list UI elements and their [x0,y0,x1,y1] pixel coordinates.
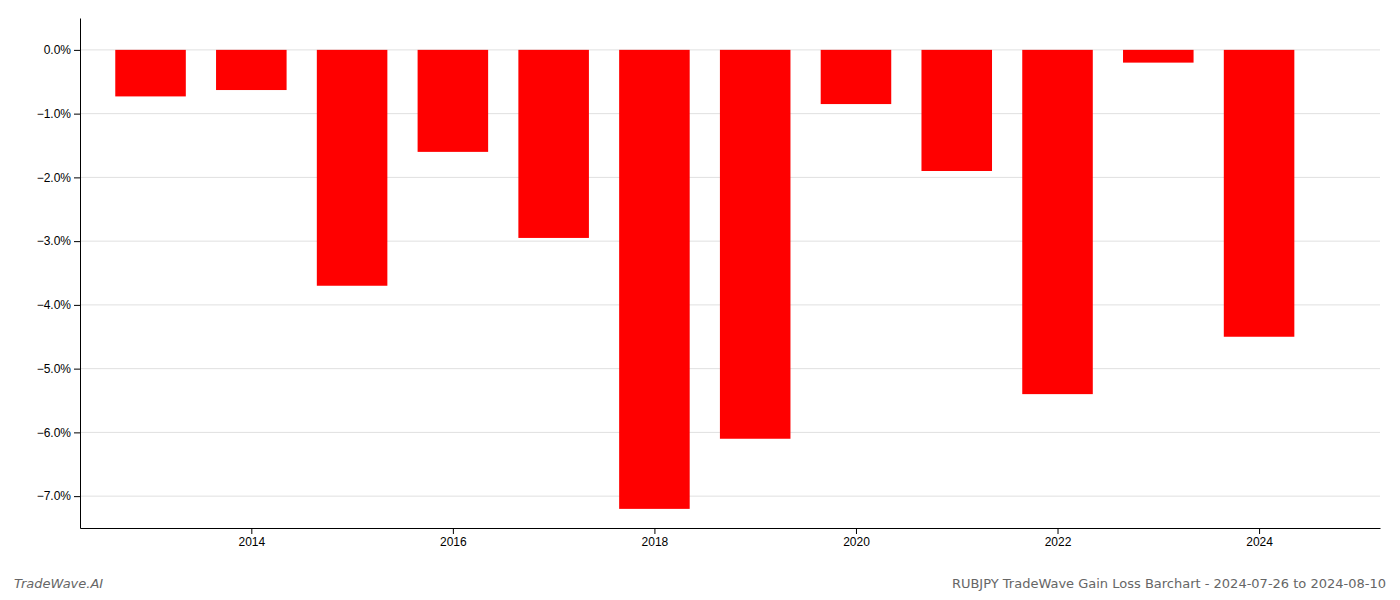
y-tick-mark [74,50,80,51]
y-tick: −3.0% [37,234,80,248]
grid-line [80,496,1380,497]
x-tick-label: 2018 [642,535,669,549]
chart: −7.0% −6.0% −5.0% −4.0% −3.0% −2.0% −1.0% 0.0% 2… [0,0,1400,600]
bar [1224,50,1295,337]
x-axis: 2014 2016 2018 2020 2022 2024 [81,528,1381,549]
y-tick-mark [74,432,80,433]
grid [80,50,1380,496]
y-tick: −4.0% [37,298,80,312]
x-tick-label: 2022 [1045,535,1072,549]
y-tick-mark [74,496,80,497]
plot-area: −7.0% −6.0% −5.0% −4.0% −3.0% −2.0% −1.0% 0.0% 2… [37,19,1381,549]
x-tick-mark [251,528,252,534]
bar [720,50,791,439]
bar [115,50,186,97]
y-tick: −6.0% [37,426,80,440]
y-tick-mark [74,305,80,306]
y-tick: −1.0% [37,107,80,121]
y-axis-line [80,19,81,529]
y-tick: −5.0% [37,362,80,376]
y-tick-mark [74,177,80,178]
y-tick-label: −4.0% [37,298,72,312]
y-tick-label: −7.0% [37,489,72,503]
x-tick-mark [856,528,857,534]
y-tick-label: 0.0% [44,43,72,57]
x-tick: 2014 [238,528,265,549]
bar [216,50,287,90]
x-axis-line [81,528,1381,529]
y-tick-label: −6.0% [37,426,72,440]
title: RUBJPY TradeWave Gain Loss Barchart - 20… [952,576,1386,591]
x-tick-mark [1259,528,1260,534]
y-tick-mark [74,369,80,370]
y-tick: −2.0% [37,171,80,185]
x-tick-label: 2014 [238,535,265,549]
bar [518,50,589,238]
bar [317,50,388,286]
watermark: TradeWave.AI [14,576,103,591]
y-tick: −7.0% [37,489,80,503]
y-tick-mark [74,241,80,242]
x-tick: 2022 [1045,528,1072,549]
bars [115,50,1294,509]
bar [821,50,892,104]
bar [418,50,489,152]
y-tick-mark [74,114,80,115]
x-tick: 2024 [1246,528,1273,549]
y-tick-label: −2.0% [37,171,72,185]
y-tick-label: −5.0% [37,362,72,376]
y-tick-label: −3.0% [37,234,72,248]
bar [619,50,690,509]
x-tick: 2020 [843,528,870,549]
x-tick: 2018 [642,528,669,549]
y-tick-label: −1.0% [37,107,72,121]
x-tick-mark [1058,528,1059,534]
x-tick-label: 2016 [440,535,467,549]
x-tick-label: 2020 [843,535,870,549]
x-tick-mark [654,528,655,534]
x-tick-mark [453,528,454,534]
x-tick-label: 2024 [1246,535,1273,549]
bar [921,50,992,171]
x-tick: 2016 [440,528,467,549]
y-tick: 0.0% [44,43,80,57]
y-axis: −7.0% −6.0% −5.0% −4.0% −3.0% −2.0% −1.0% 0.0% [37,19,81,529]
bar [1123,50,1194,63]
bar [1022,50,1093,394]
